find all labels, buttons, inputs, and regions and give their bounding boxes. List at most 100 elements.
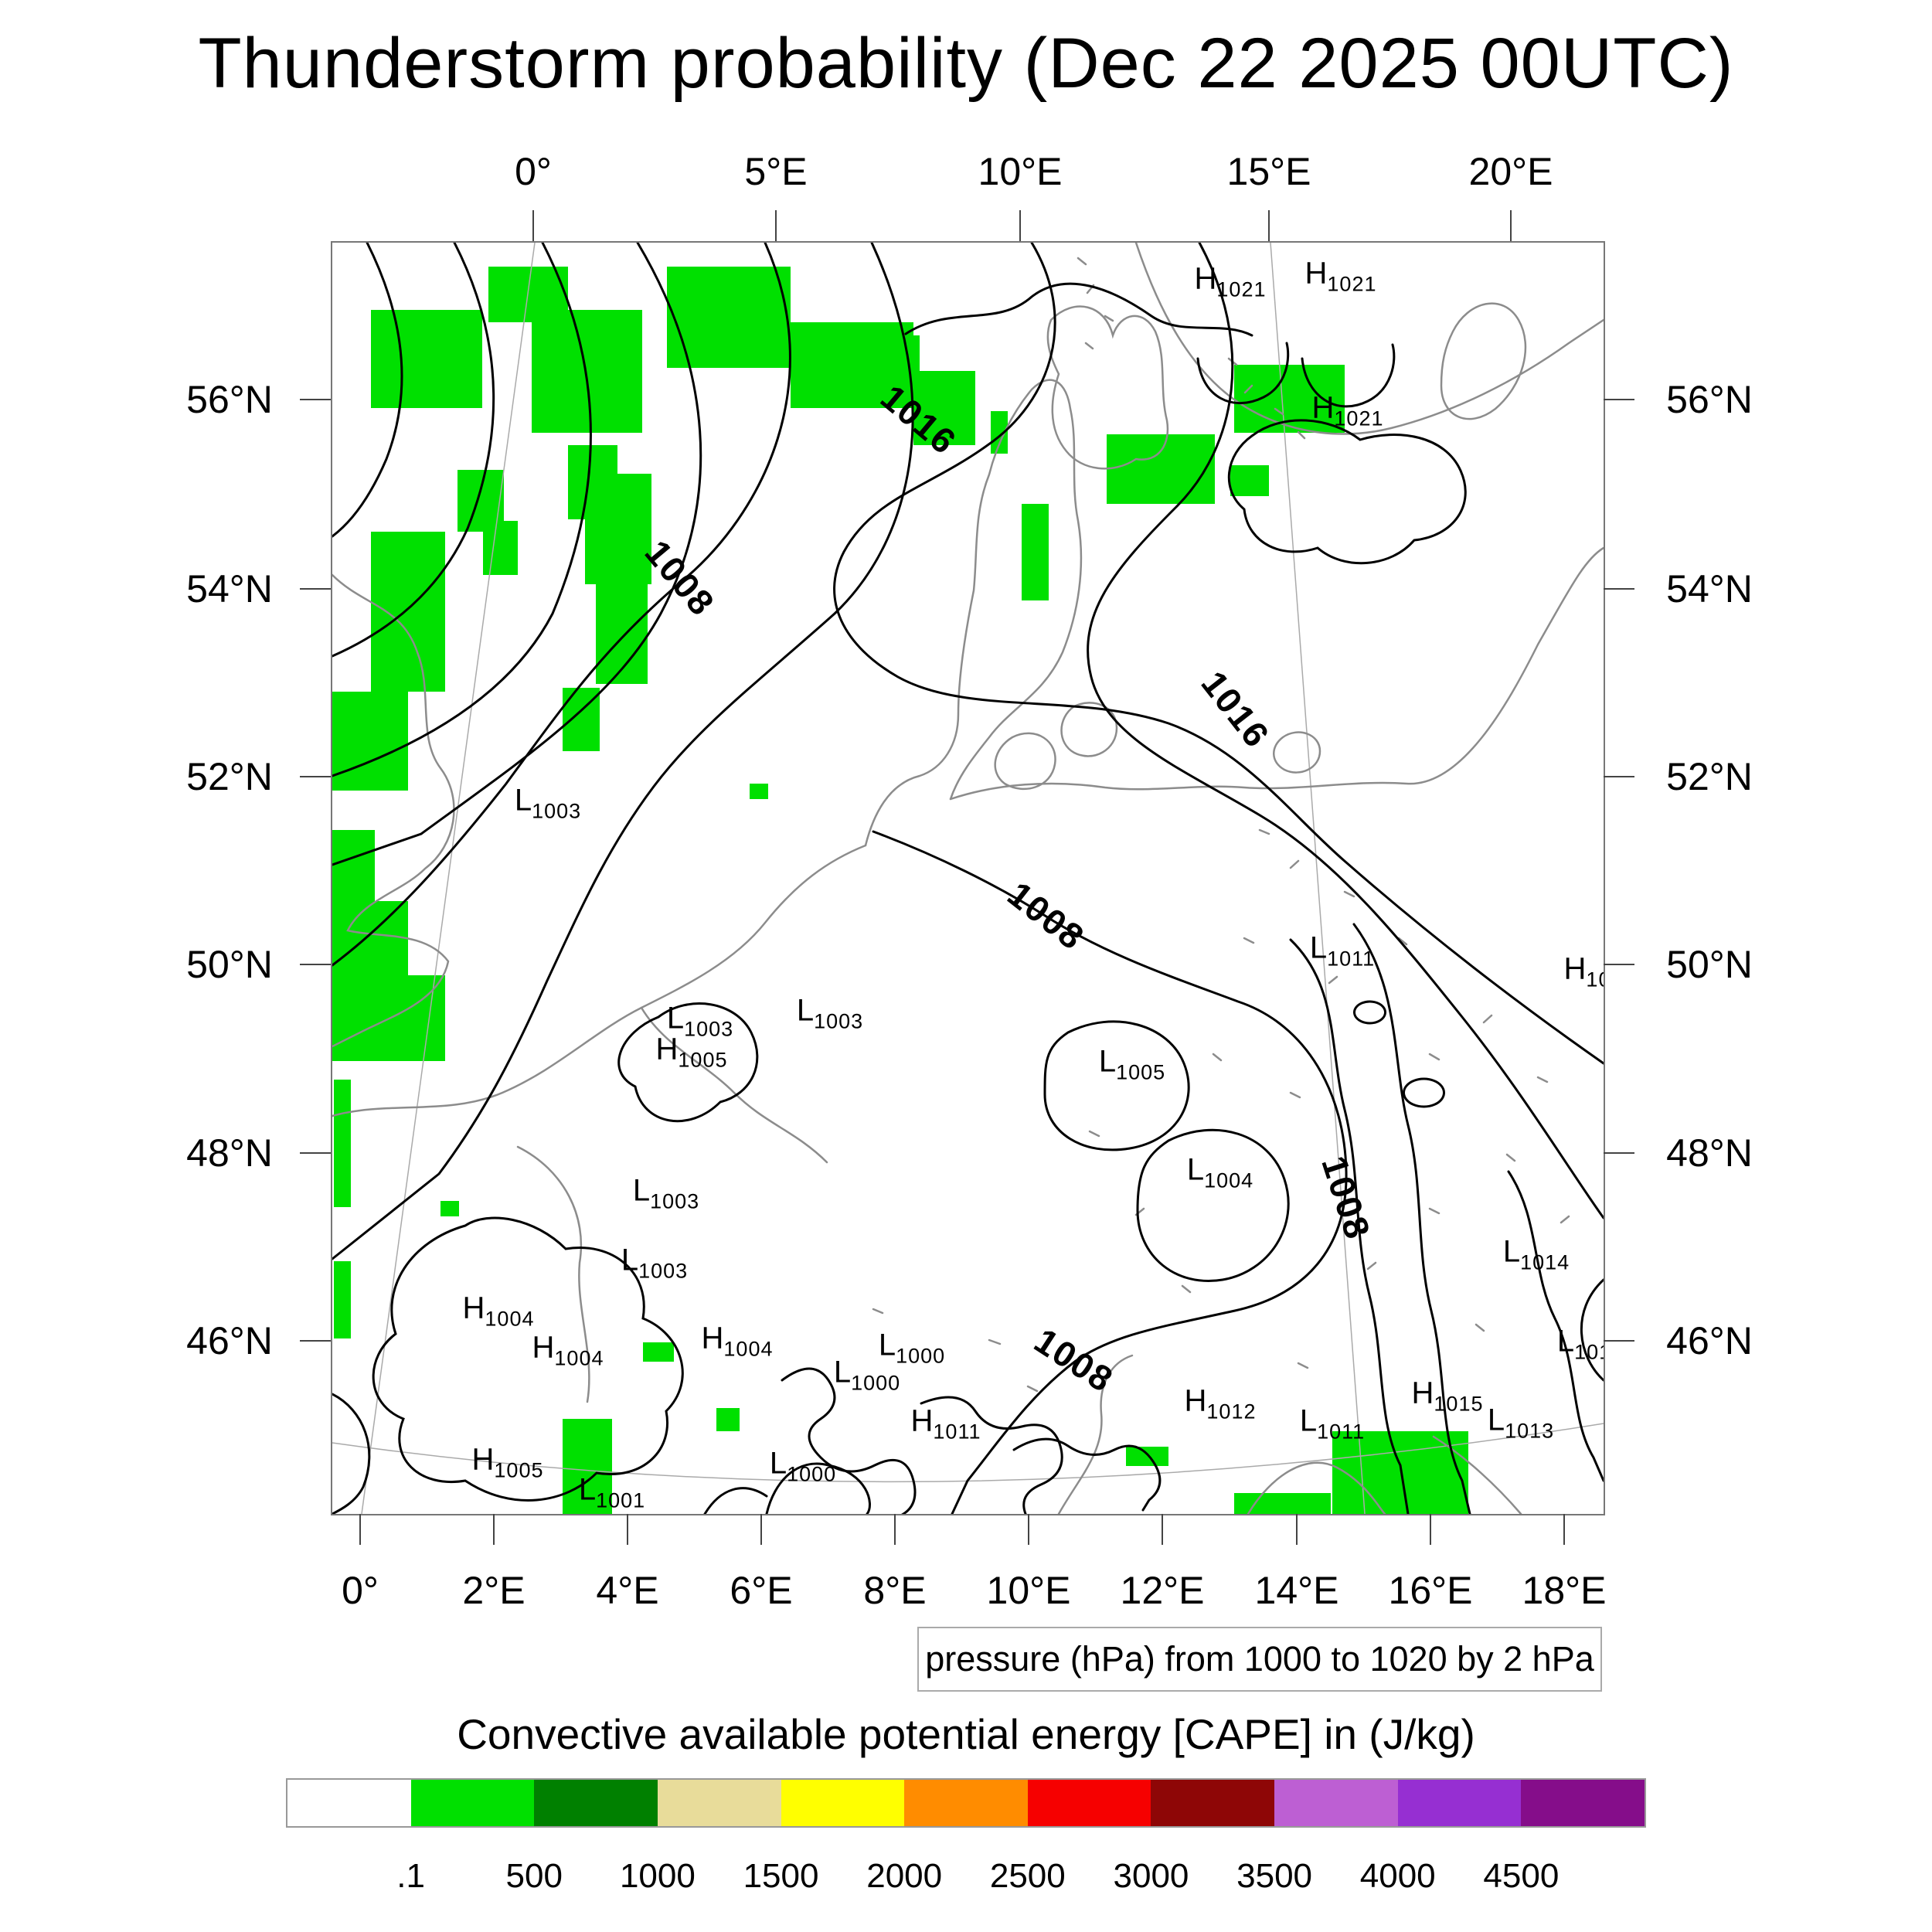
pressure-center-value: 1003: [684, 1017, 734, 1041]
pressure-center-value: 1011: [1327, 947, 1376, 971]
pressure-center-value: 10: [1586, 968, 1604, 992]
contour-labels-layer: 1016 1008 1016 1008 1008 1008: [332, 243, 1604, 1514]
cape-cell: [563, 1419, 612, 1514]
pressure-center-letter: L: [621, 1243, 639, 1277]
pressure-center-label: L1011: [1300, 1403, 1365, 1444]
axis-tick: [760, 1514, 762, 1545]
pressure-center-value: 1021: [1327, 272, 1377, 296]
contour-inline-label: 1016: [873, 376, 964, 463]
axis-tick: [1604, 588, 1634, 590]
colorbar-cell: [657, 1780, 781, 1826]
colorbar-cell: [904, 1780, 1028, 1826]
colorbar-cell: [1274, 1780, 1398, 1826]
axis-tick-label: 12°E: [1120, 1569, 1205, 1612]
axis-tick: [1296, 1514, 1298, 1545]
pressure-center-letter: H: [910, 1403, 934, 1438]
pressure-center-value: 101: [1574, 1340, 1604, 1364]
pressure-center-letter: L: [1487, 1403, 1505, 1437]
axis-tick: [627, 1514, 628, 1545]
colorbar-cell: [1151, 1780, 1275, 1826]
colorbar-cell: [534, 1780, 658, 1826]
pressure-center-value: 1004: [485, 1307, 535, 1331]
pressure-center-letter: L: [1556, 1324, 1575, 1359]
pressure-center-label: L1005: [1099, 1044, 1165, 1084]
cape-cell: [334, 1261, 351, 1338]
axis-tick-label: 16°E: [1388, 1569, 1473, 1612]
pressure-legend-box: pressure (hPa) from 1000 to 1020 by 2 hP…: [917, 1627, 1602, 1692]
contour-inline-label: 1008: [1314, 1151, 1379, 1245]
pressure-center-label: L1003: [797, 993, 863, 1033]
graticule-lines: [332, 243, 1604, 1514]
axis-tick-label: 48°N: [186, 1131, 273, 1175]
pressure-center-value: 1014: [1520, 1250, 1570, 1274]
axis-tick-label: 0°: [515, 150, 552, 193]
pressure-center-label: L1004: [1187, 1152, 1253, 1192]
pressure-center-letter: H: [471, 1442, 495, 1477]
cape-cell: [334, 1080, 351, 1207]
cape-cell: [1230, 465, 1269, 496]
axis-tick: [1510, 210, 1512, 241]
pressure-center-letter: H: [462, 1291, 485, 1325]
axis-tick: [300, 1340, 331, 1342]
axis-tick: [300, 776, 331, 777]
pressure-center-letter: H: [1411, 1376, 1434, 1410]
pressure-center-letter: L: [1098, 1044, 1117, 1079]
axis-tick-label: 15°E: [1226, 150, 1311, 193]
pressure-center-label: H1005: [472, 1442, 544, 1482]
pressure-center-value: 1003: [532, 799, 582, 823]
map-frame: H1021 H1021 H1021 L1003 L1003 L1003 H1005 L1005…: [331, 241, 1605, 1515]
pressure-center-letter: H: [1563, 951, 1587, 986]
axis-tick-label: 10°E: [986, 1569, 1071, 1612]
pressure-center-value: 1005: [494, 1458, 544, 1482]
pressure-center-label: L1014: [1503, 1234, 1570, 1274]
contour-inline-label: 1008: [1000, 873, 1093, 958]
pressure-center-value: 1001: [596, 1488, 646, 1512]
pressure-center-label: H10: [1563, 951, 1604, 992]
pressure-center-value: 1021: [1216, 277, 1267, 301]
cape-cell: [332, 692, 408, 791]
pressure-center-label: L1011: [1310, 930, 1375, 971]
pressure-center-label: L1003: [667, 1001, 733, 1041]
cape-shading-layer: [332, 243, 1604, 1514]
axis-tick: [1604, 964, 1634, 965]
axis-tick-label: 46°N: [186, 1319, 273, 1362]
pressure-center-letter: H: [1184, 1383, 1207, 1418]
pressure-center-value: 1021: [1334, 406, 1384, 430]
pressure-centers-layer: H1021 H1021 H1021 L1003 L1003 L1003 H1005 L1005…: [332, 243, 1604, 1514]
isobar-contours: [332, 243, 1604, 1514]
pressure-center-letter: L: [878, 1328, 896, 1362]
pressure-center-letter: L: [666, 1001, 685, 1036]
pressure-center-value: 1011: [1317, 1420, 1366, 1444]
axis-tick-label: 18°E: [1522, 1569, 1607, 1612]
axis-tick-label: 14°E: [1254, 1569, 1339, 1612]
cape-cell: [667, 267, 791, 368]
axis-tick: [300, 399, 331, 400]
cape-cell: [750, 784, 768, 799]
axis-tick: [300, 1152, 331, 1154]
pressure-center-value: 1004: [723, 1337, 774, 1361]
colorbar: [286, 1778, 1646, 1828]
pressure-center-value: 1003: [638, 1259, 689, 1283]
pressure-center-value: 1003: [814, 1009, 864, 1033]
pressure-center-letter: H: [701, 1321, 724, 1355]
colorbar-tick-label: 2500: [989, 1857, 1066, 1895]
axis-tick-label: 4°E: [596, 1569, 659, 1612]
axis-tick: [1019, 210, 1021, 241]
cape-cell: [585, 474, 651, 584]
pressure-center-label: L1013: [1488, 1403, 1554, 1443]
pressure-center-letter: L: [1502, 1234, 1521, 1269]
axis-tick-label: 56°N: [186, 378, 273, 421]
cape-cell: [1126, 1447, 1168, 1466]
cape-cell: [1022, 504, 1049, 600]
cape-cell: [371, 310, 482, 408]
contour-inline-label: 1016: [1193, 663, 1278, 756]
axis-tick-label: 54°N: [1666, 567, 1753, 611]
axis-tick-label: 8°E: [863, 1569, 927, 1612]
pressure-center-label: H1005: [656, 1032, 728, 1072]
axis-tick-label: 56°N: [1666, 378, 1753, 421]
cape-cell: [716, 1408, 740, 1431]
pressure-center-letter: L: [578, 1472, 597, 1507]
axis-tick-label: 10°E: [978, 150, 1063, 193]
pressure-center-value: 1003: [650, 1189, 700, 1213]
pressure-center-label: H1004: [463, 1291, 535, 1331]
